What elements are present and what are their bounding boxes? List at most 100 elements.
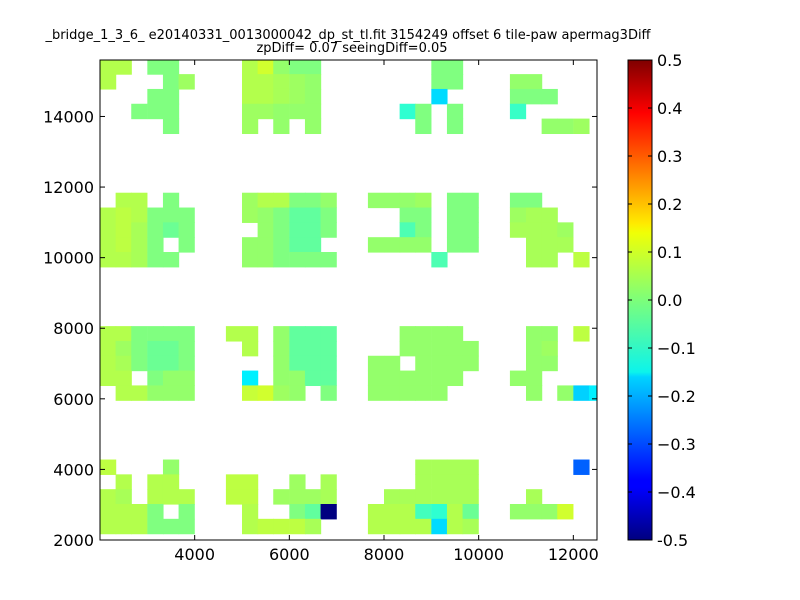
heatmap-cell — [367, 237, 385, 253]
heatmap-cell — [273, 518, 290, 535]
heatmap-cell — [131, 518, 148, 535]
heatmap-cell — [115, 385, 132, 401]
heatmap-cell — [526, 355, 543, 372]
heatmap-cell — [415, 504, 432, 520]
y-tick-label: 14000 — [43, 107, 94, 126]
colorbar-tick-label: −0.4 — [657, 483, 696, 502]
heatmap-cell — [115, 326, 132, 342]
heatmap-cell — [289, 355, 306, 372]
heatmap-cell — [115, 237, 132, 253]
heatmap-cell — [384, 355, 401, 372]
heatmap-cell — [431, 340, 448, 357]
heatmap-cell — [131, 340, 148, 357]
heatmap-cell — [415, 192, 432, 209]
heatmap-cell — [320, 474, 337, 490]
heatmap-cell — [100, 326, 117, 342]
heatmap-cell — [415, 518, 432, 535]
colorbar-tick-label: 0.3 — [657, 147, 682, 166]
chart-title-line-1: _bridge_1_3_6_ e20140331_0013000042_dp_s… — [44, 28, 651, 43]
x-axis-ticks: 4000 6000 8000 10000 12000 — [174, 60, 599, 564]
heatmap-cell — [225, 474, 243, 490]
heatmap-cell — [557, 385, 574, 401]
heatmap-cell — [462, 340, 479, 357]
y-tick-label: 6000 — [53, 390, 94, 409]
heatmap-cell — [131, 385, 148, 401]
heatmap-cell — [242, 518, 259, 535]
heatmap-cell — [399, 340, 416, 357]
heatmap-cell — [147, 355, 164, 372]
heatmap-cell — [509, 192, 527, 209]
heatmap-cell — [384, 192, 401, 209]
heatmap-cell — [399, 237, 416, 253]
heatmap-cell — [399, 326, 416, 342]
heatmap-cell — [399, 489, 416, 505]
heatmap-cell — [162, 74, 180, 90]
heatmap-cell — [242, 207, 259, 223]
heatmap-cell — [273, 88, 290, 105]
heatmap-cell — [526, 504, 543, 520]
heatmap-cell — [446, 192, 464, 209]
heatmap-cell — [100, 459, 117, 475]
heatmap-cell — [541, 207, 558, 223]
heatmap-cell — [446, 237, 464, 253]
colorbar-tick-label: 0.4 — [657, 99, 682, 118]
heatmap-cell — [115, 192, 132, 209]
heatmap-cell — [162, 340, 180, 357]
heatmap-cell — [304, 103, 322, 120]
heatmap-cell — [446, 326, 464, 342]
heatmap-cell — [257, 74, 274, 90]
heatmap-cell — [304, 489, 322, 505]
heatmap-cell — [131, 355, 148, 372]
heatmap-cell — [131, 222, 148, 238]
heatmap-cell — [115, 518, 132, 535]
heatmap-cell — [115, 504, 132, 520]
heatmap-cell — [557, 504, 574, 520]
heatmap-cell — [273, 103, 290, 120]
heatmap-cell — [573, 118, 590, 135]
heatmap-cell — [273, 370, 290, 387]
heatmap-cell — [115, 207, 132, 223]
heatmap-cell — [462, 459, 479, 475]
heatmap-cell — [415, 340, 432, 357]
heatmap-cell — [304, 192, 322, 209]
heatmap-cell — [541, 222, 558, 238]
heatmap-cell — [273, 355, 290, 372]
x-tick-label: 12000 — [548, 545, 599, 564]
heatmap-cell — [541, 118, 558, 135]
heatmap-cell — [446, 474, 464, 490]
heatmap-cell — [147, 385, 164, 401]
heatmap-cell — [415, 103, 432, 120]
heatmap-cell — [526, 326, 543, 342]
heatmap-cell — [289, 192, 306, 209]
heatmap-cell — [242, 237, 259, 253]
heatmap-cell — [304, 118, 322, 135]
heatmap-cell — [289, 252, 306, 268]
heatmap-cell — [273, 118, 290, 135]
heatmap-cell — [304, 504, 322, 520]
heatmap-cell — [557, 237, 574, 253]
heatmap-cell — [131, 504, 148, 520]
heatmap-cell — [415, 355, 432, 372]
heatmap-cell — [462, 504, 479, 520]
heatmap-cell — [162, 222, 180, 238]
heatmap-cell — [431, 60, 448, 75]
colorbar-tick-label: −0.3 — [657, 435, 696, 454]
colorbar-tick-label: -0.5 — [657, 531, 688, 550]
heatmap-cell — [242, 489, 259, 505]
heatmap-cell — [162, 385, 180, 401]
heatmap-cell — [273, 385, 290, 401]
heatmap-cell — [147, 518, 164, 535]
heatmap-cell — [178, 370, 195, 387]
heatmap-cell — [446, 103, 464, 120]
heatmap-cell — [147, 207, 164, 223]
heatmap-cell — [509, 207, 527, 223]
heatmap-cell — [415, 474, 432, 490]
heatmap-cell — [162, 459, 180, 475]
heatmap-cell — [541, 504, 558, 520]
heatmap-cell — [509, 103, 527, 120]
heatmap-cell — [147, 252, 164, 268]
heatmap-cell — [415, 370, 432, 387]
heatmap-cell — [557, 222, 574, 238]
heatmap-cell — [541, 355, 558, 372]
chart-title-line-2: zpDiff= 0.07 seeingDiff=0.05 — [256, 41, 447, 56]
